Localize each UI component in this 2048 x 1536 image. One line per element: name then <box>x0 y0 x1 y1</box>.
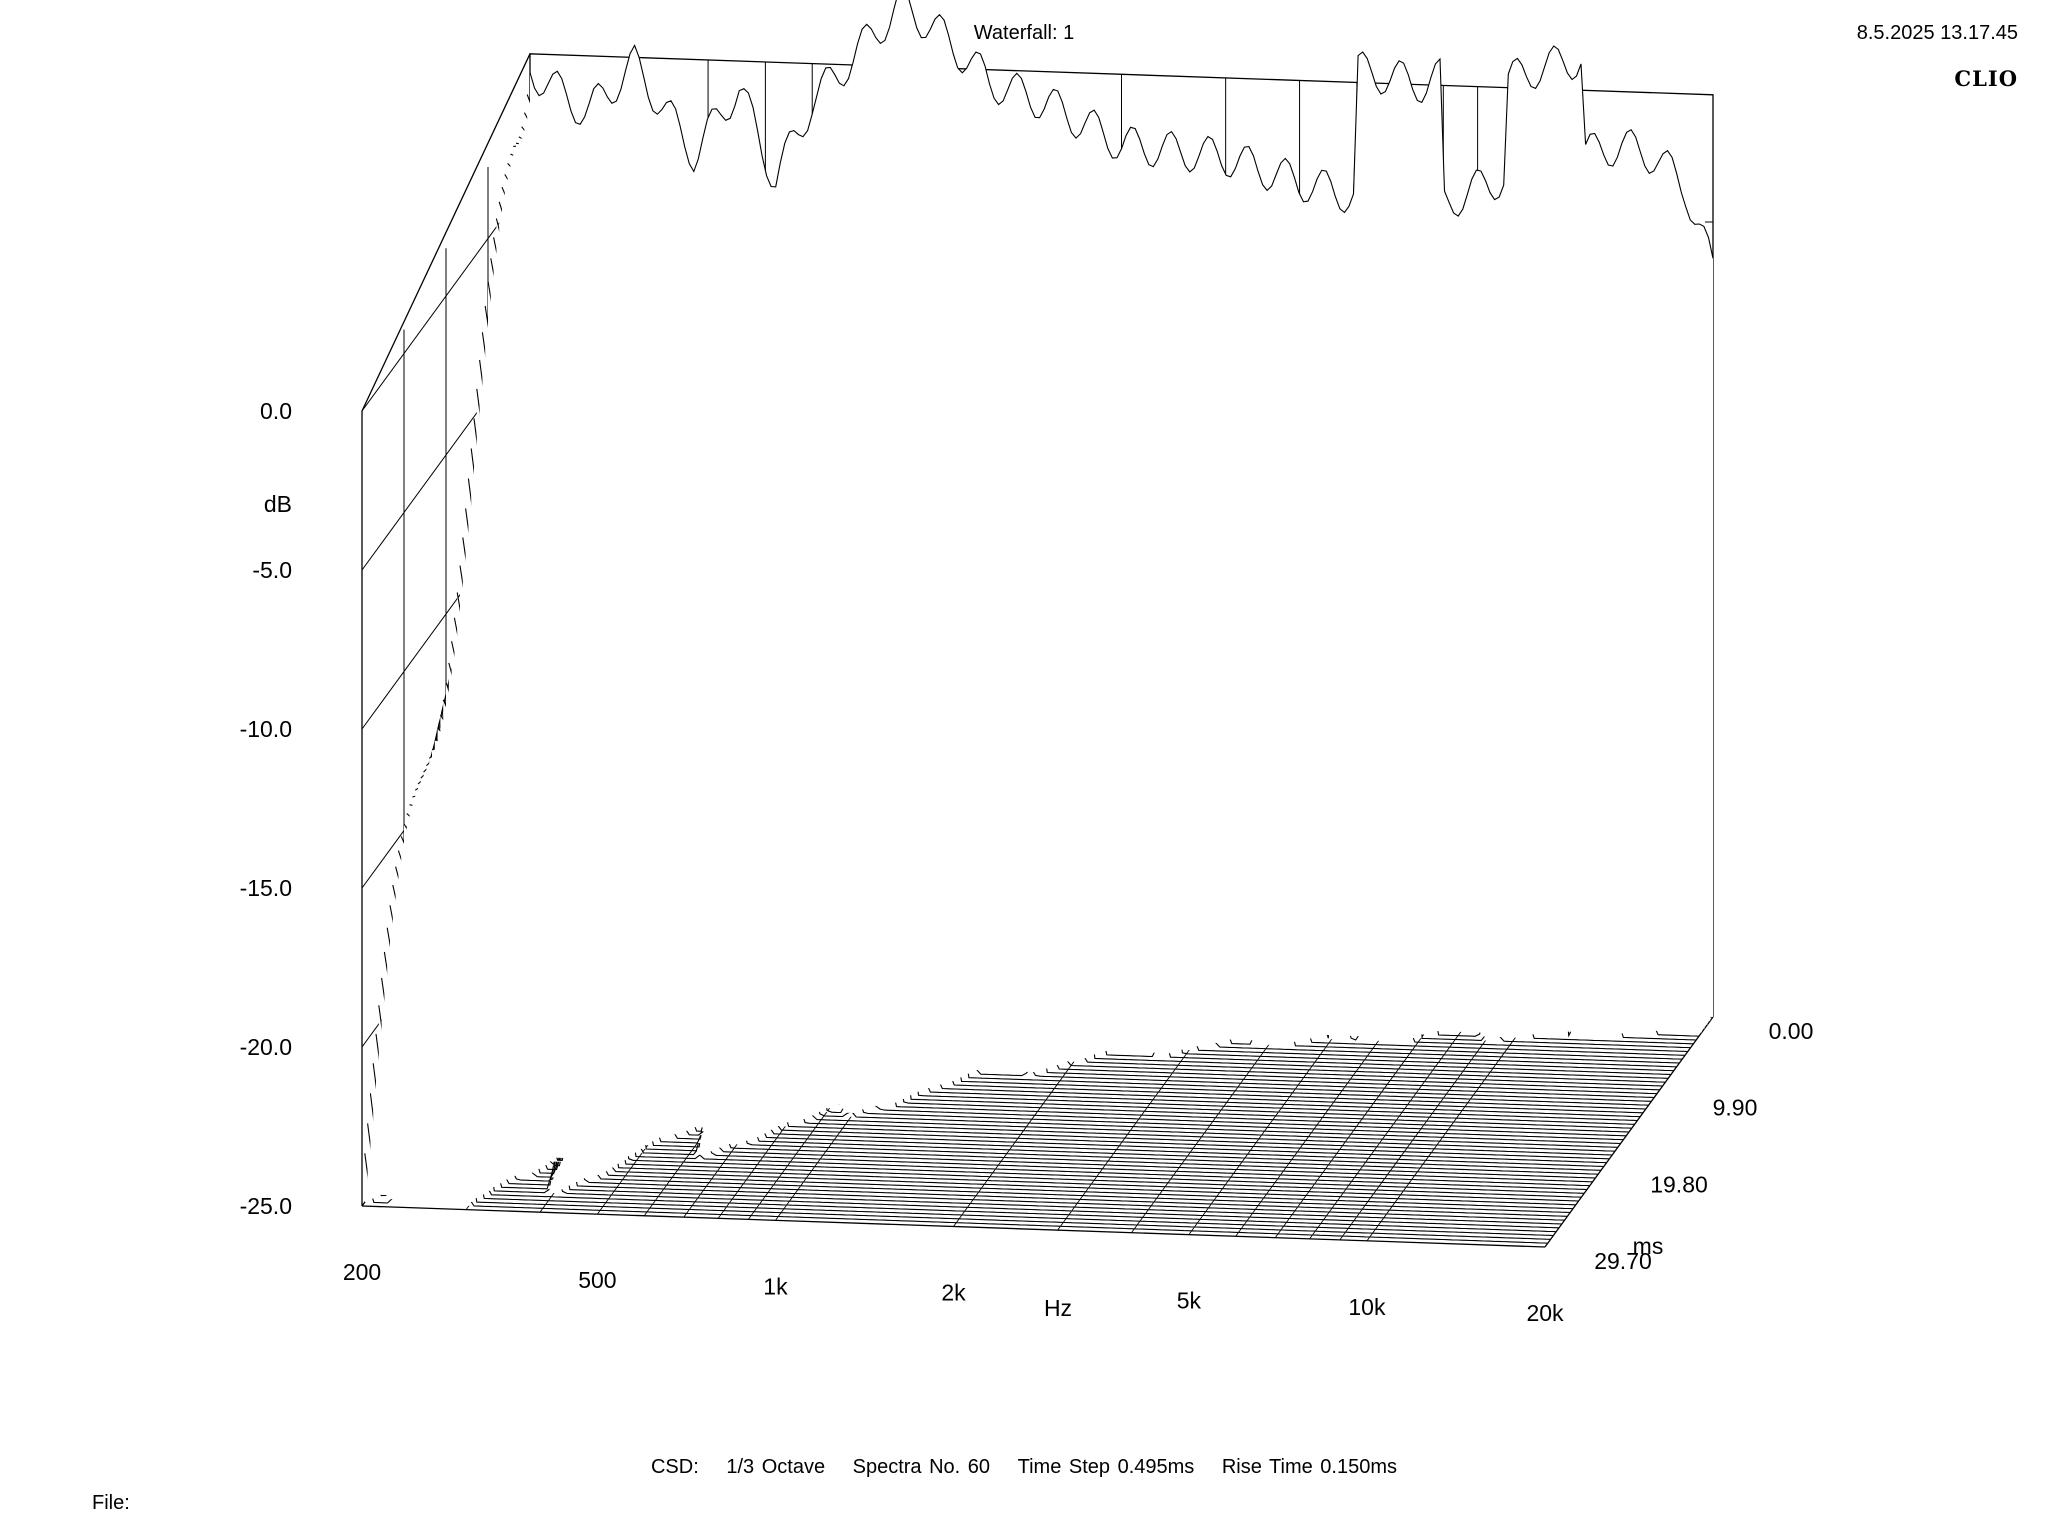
spectrum-line <box>369 1061 1554 1237</box>
spectrum-fill <box>530 0 1713 1017</box>
spectrum-line <box>529 0 1714 259</box>
timestamp: 8.5.2025 13.17.45 <box>1856 22 2018 44</box>
axis-labels: 0.0 -5.0 -10.0 -15.0 -20.0 -25.0 dB 200 500 1k 2k 5… <box>240 398 1814 1326</box>
y-tick-label: -20.0 <box>240 1034 292 1060</box>
x-tick-label: 10k <box>1348 1294 1386 1320</box>
brand-logo: CLIO <box>1954 66 2018 91</box>
spectrum-fill <box>406 805 1590 1186</box>
spectrum-line <box>364 1092 1548 1244</box>
rise-time: Rise Time 0.150ms <box>1221 1456 1398 1478</box>
y-tick-label: 0.0 <box>260 398 292 424</box>
y-tick-label: -25.0 <box>240 1193 292 1219</box>
spectra-slices <box>364 0 1714 1244</box>
y-tick-label: -15.0 <box>240 875 292 901</box>
spectrum-fill <box>409 789 1593 1182</box>
csd-label: CSD: <box>650 1456 699 1478</box>
x-tick-label: 2k <box>941 1280 966 1306</box>
spectrum-line <box>378 1005 1562 1225</box>
time-step: Time Step 0.495ms <box>1017 1456 1195 1478</box>
x-tick-label: 500 <box>578 1267 616 1293</box>
y-tick-label: -10.0 <box>240 716 292 742</box>
smoothing-info: 1/3 Octave <box>726 1456 826 1478</box>
x-axis-label: Hz <box>1044 1295 1072 1321</box>
file-label: File: <box>92 1492 130 1514</box>
y-tick-label: -5.0 <box>252 557 292 583</box>
x-tick-label: 200 <box>343 1259 381 1285</box>
z-axis-label: ms <box>1633 1233 1664 1259</box>
z-tick-label: 19.80 <box>1650 1171 1708 1197</box>
z-tick-label: 0.00 <box>1769 1018 1814 1044</box>
spectrum-line <box>375 1033 1560 1229</box>
chart-title: Waterfall: 1 <box>973 22 1075 44</box>
y-axis-label: dB <box>264 491 292 517</box>
z-tick-label: 9.90 <box>1713 1095 1758 1121</box>
x-tick-label: 20k <box>1526 1300 1564 1326</box>
spectrum-line <box>367 1076 1551 1240</box>
spectra-count: Spectra No. 60 <box>852 1456 991 1478</box>
spectrum-line <box>372 1047 1557 1233</box>
z-tick-label: 29.70 <box>1594 1248 1652 1274</box>
measurement-info: CSD: 1/3 Octave Spectra No. 60 Time Step… <box>0 1456 2048 1479</box>
x-tick-label: 1k <box>763 1273 788 1299</box>
spectrum-line <box>381 977 1565 1221</box>
x-tick-label: 5k <box>1177 1288 1202 1314</box>
